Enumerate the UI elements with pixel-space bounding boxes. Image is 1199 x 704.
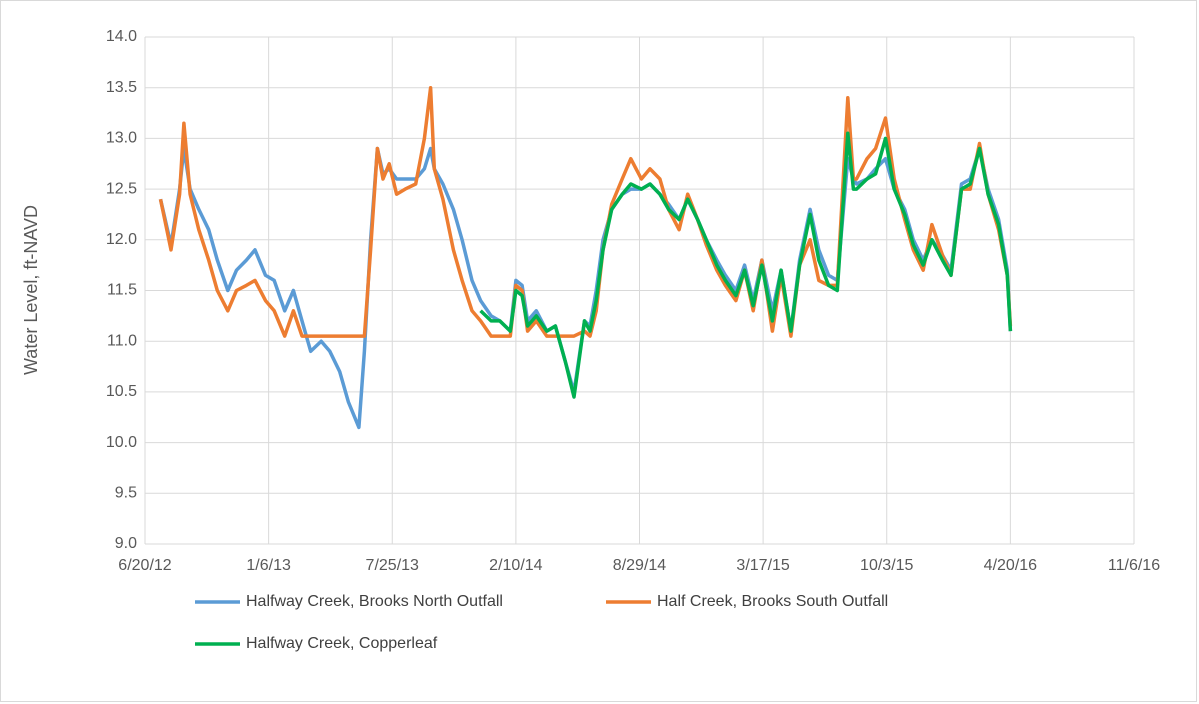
- series-line: [158, 85, 1013, 338]
- y-tick-label: 14.0: [106, 28, 137, 45]
- legend-label: Halfway Creek, Brooks North Outfall: [246, 593, 503, 610]
- y-tick-label: 12.0: [106, 231, 137, 248]
- series-line: [479, 131, 1013, 399]
- x-tick-label: 10/3/15: [860, 557, 913, 574]
- x-tick-label: 3/17/15: [736, 557, 789, 574]
- y-tick-label: 12.5: [106, 180, 137, 197]
- y-tick-label: 13.5: [106, 79, 137, 96]
- x-tick-label: 1/6/13: [246, 557, 291, 574]
- x-tick-label: 8/29/14: [613, 557, 666, 574]
- y-tick-label: 9.0: [115, 535, 137, 552]
- y-tick-label: 13.0: [106, 130, 137, 147]
- legend-label: Half Creek, Brooks South Outfall: [657, 593, 888, 610]
- y-axis-label: Water Level, ft-NAVD: [21, 205, 41, 375]
- y-tick-label: 11.5: [107, 282, 137, 299]
- x-tick-label: 4/20/16: [984, 557, 1037, 574]
- legend: Halfway Creek, Brooks North Outfall Half …: [195, 593, 888, 652]
- y-tick-label: 10.5: [106, 383, 137, 400]
- x-tick-label: 2/10/14: [489, 557, 542, 574]
- legend-label: Halfway Creek, Copperleaf: [246, 635, 438, 652]
- x-tick-label: 7/25/13: [366, 557, 419, 574]
- x-tick-label: 6/20/12: [118, 557, 171, 574]
- y-tick-label: 9.5: [115, 485, 137, 502]
- x-tick-label: 11/6/16: [1108, 557, 1160, 574]
- y-tick-label: 10.0: [106, 434, 137, 451]
- y-tick-label: 11.0: [107, 332, 137, 349]
